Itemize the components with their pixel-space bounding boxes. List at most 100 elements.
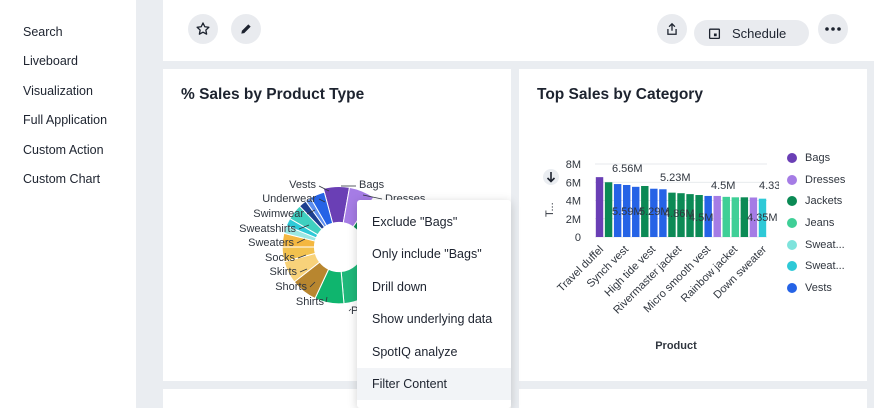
bar[interactable]: [695, 195, 703, 237]
schedule-button[interactable]: Schedule: [694, 20, 809, 46]
donut-label: Shorts: [275, 281, 307, 293]
arrow-down-icon: [546, 172, 556, 183]
bar[interactable]: [613, 184, 622, 237]
menu-item-show-underlying-data[interactable]: Show underlying data: [372, 312, 493, 327]
sidebar-item-visualization[interactable]: Visualization: [23, 83, 93, 98]
donut-label: P: [351, 305, 358, 317]
data-label: 4.33M: [759, 180, 779, 192]
legend-label: Sweat...: [805, 238, 845, 251]
donut-label: Underwear: [262, 193, 316, 205]
data-label: 6.56M: [612, 163, 643, 175]
bar[interactable]: [758, 198, 767, 237]
edit-button[interactable]: [231, 14, 261, 44]
bar[interactable]: [704, 195, 712, 237]
bar[interactable]: [686, 194, 694, 237]
donut-label: Sweaters: [248, 237, 294, 249]
legend-label: Jeans: [805, 216, 835, 229]
bar[interactable]: [641, 185, 649, 237]
card-top-sales-by-category: Top Sales by Category T... 8M 6M 4M 2M 0 6.5…: [519, 69, 867, 381]
sidebar-item-custom-chart[interactable]: Custom Chart: [23, 171, 101, 186]
y-tick-label: 4M: [566, 196, 581, 208]
donut-slice[interactable]: [309, 191, 334, 227]
bar[interactable]: [722, 196, 730, 237]
share-icon: [667, 22, 677, 35]
card-title: % Sales by Product Type: [181, 86, 365, 103]
donut-leader-line: [296, 238, 306, 244]
bar[interactable]: [713, 195, 721, 237]
donut-leader-line: [309, 281, 316, 288]
legend-swatch: [787, 239, 797, 250]
legend-item[interactable]: Jeans: [787, 212, 845, 234]
donut-leader-line: [318, 198, 326, 203]
bar[interactable]: [622, 184, 631, 237]
y-tick-label: 6M: [566, 177, 581, 189]
legend-label: Jackets: [805, 195, 843, 208]
star-icon: [196, 22, 210, 35]
y-tick-label: 0: [575, 232, 581, 244]
liveboard-toolbar: Schedule: [163, 0, 874, 61]
sidebar: Search Liveboard Visualization Full Appl…: [0, 0, 136, 408]
menu-item-filter-content[interactable]: Filter Content: [357, 367, 511, 401]
bar[interactable]: [604, 182, 613, 237]
legend-label: Vests: [805, 281, 832, 294]
bar[interactable]: [677, 193, 685, 237]
bar[interactable]: [731, 197, 740, 237]
favorite-button[interactable]: [188, 14, 218, 44]
y-tick-label: 2M: [566, 214, 581, 226]
data-label: 5.23M: [660, 172, 691, 184]
donut-leader-line: [299, 268, 308, 273]
schedule-label: Schedule: [732, 25, 787, 41]
menu-item-only-include[interactable]: Only include "Bags": [372, 247, 482, 262]
legend-item[interactable]: Sweat...: [787, 255, 845, 277]
y-tick-label: 8M: [566, 159, 581, 171]
sidebar-item-custom-action[interactable]: Custom Action: [23, 142, 104, 157]
menu-item-spotiq-analyze[interactable]: SpotIQ analyze: [372, 344, 458, 359]
sidebar-item-search[interactable]: Search: [23, 25, 63, 39]
legend-item[interactable]: Vests: [787, 277, 845, 299]
bar[interactable]: [740, 197, 749, 237]
data-label: 4.5M: [689, 212, 713, 224]
bar[interactable]: [749, 197, 758, 237]
legend-swatch: [787, 174, 797, 185]
data-label: 5.29M: [639, 206, 670, 218]
donut-label: Bags: [359, 179, 385, 191]
more-icon: [825, 27, 841, 31]
x-axis-label: Product: [655, 340, 697, 352]
legend-swatch: [787, 196, 797, 207]
sidebar-item-liveboard[interactable]: Liveboard: [23, 54, 78, 69]
bar[interactable]: [650, 188, 658, 237]
donut-leader-line: [297, 254, 307, 259]
legend-item[interactable]: Jackets: [787, 190, 845, 212]
donut-label: Swimwear: [253, 208, 304, 220]
menu-item-exclude[interactable]: Exclude "Bags": [372, 215, 458, 229]
more-button[interactable]: [818, 14, 848, 44]
legend-label: Dresses: [805, 173, 846, 186]
legend-swatch: [787, 261, 797, 272]
bar[interactable]: [668, 192, 676, 237]
chart-legend: Bags Dresses Jackets Jeans Sweat... Sweat... V…: [787, 147, 845, 299]
bar[interactable]: [595, 177, 604, 237]
legend-swatch: [787, 282, 797, 293]
donut-label: Vests: [289, 179, 316, 191]
donut-label: Socks: [265, 252, 295, 264]
bar[interactable]: [659, 189, 667, 237]
sidebar-item-full-application[interactable]: Full Application: [23, 113, 108, 128]
legend-item[interactable]: Bags: [787, 147, 845, 169]
donut-label: Sweatshirts: [239, 223, 296, 235]
legend-swatch: [787, 217, 797, 228]
donut-leader-line: [362, 194, 383, 200]
data-label: 4.86M: [664, 208, 695, 220]
legend-item[interactable]: Dresses: [787, 169, 845, 191]
legend-label: Bags: [805, 151, 831, 164]
donut-label: Skirts: [270, 266, 298, 278]
donut-label: Shirts: [296, 296, 325, 308]
data-label: 4.35M: [747, 212, 778, 224]
card-placeholder-right: [519, 389, 867, 408]
menu-item-drill-down[interactable]: Drill down: [372, 279, 427, 294]
donut-leader-line: [306, 209, 316, 215]
share-button[interactable]: [657, 14, 687, 44]
bar[interactable]: [632, 186, 640, 237]
pencil-icon: [241, 24, 251, 34]
legend-item[interactable]: Sweat...: [787, 234, 845, 256]
